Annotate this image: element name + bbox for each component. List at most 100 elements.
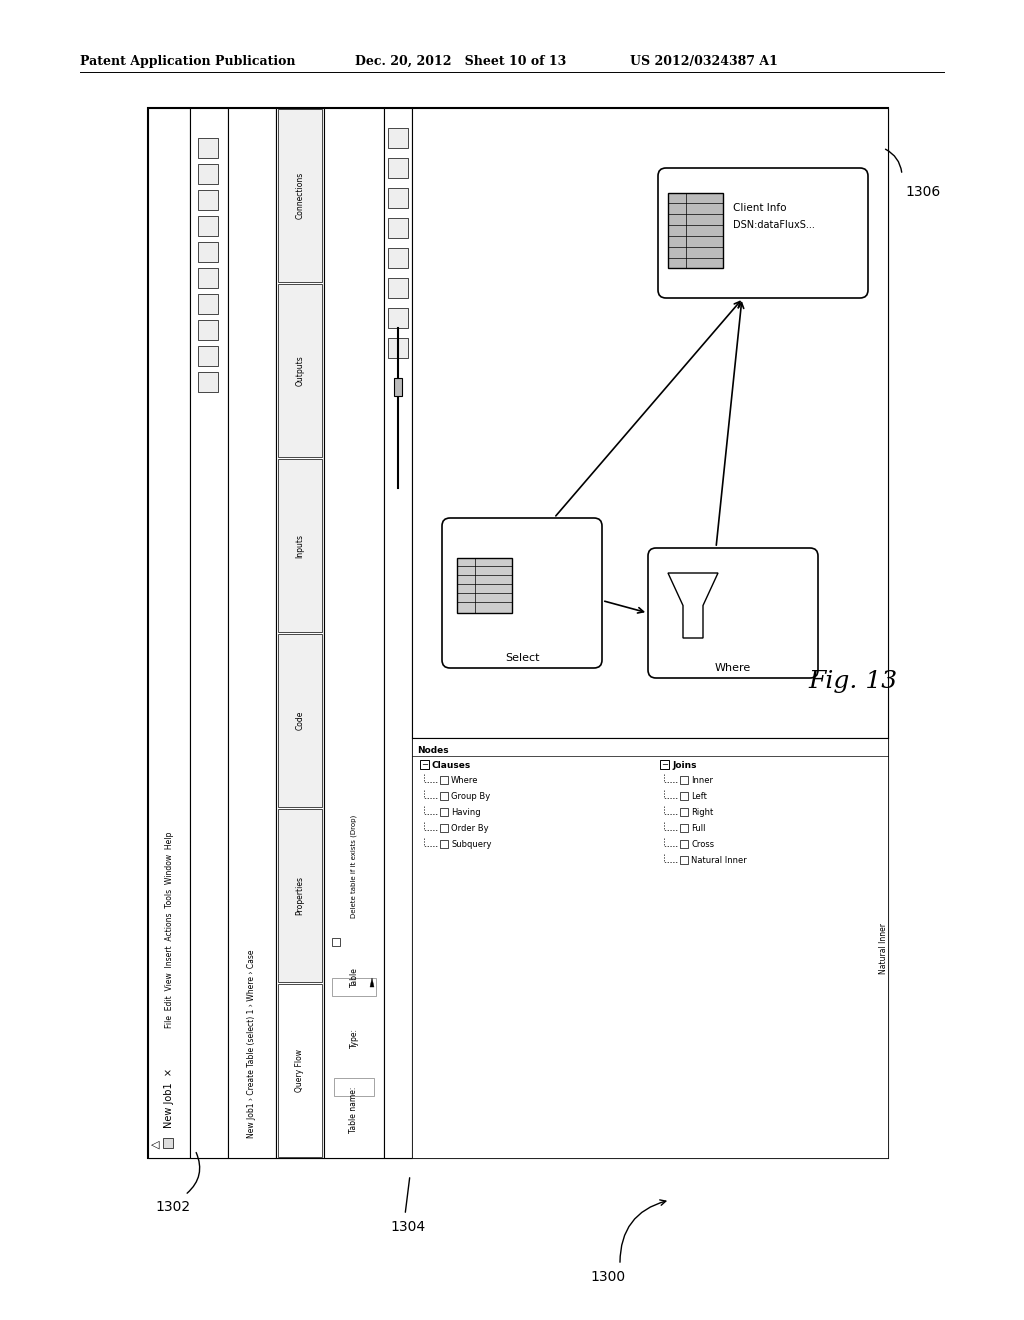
Text: Joins: Joins [672,762,696,770]
Bar [388,218,408,238]
Bar [668,193,723,268]
Bar [388,248,408,268]
Text: Clauses: Clauses [432,762,471,770]
Bar [440,840,449,847]
Text: ◁: ◁ [151,1140,160,1150]
Bar [332,939,340,946]
Text: Inputs: Inputs [296,533,304,557]
Bar [388,338,408,358]
Text: 1302: 1302 [155,1200,190,1214]
Bar [388,279,408,298]
Bar [334,1078,374,1096]
Bar [198,346,218,366]
Bar [198,319,218,341]
Text: Order By: Order By [451,824,488,833]
Text: Select: Select [505,653,540,663]
Text: Type:: Type: [349,1028,358,1048]
Bar [198,164,218,183]
Bar [680,824,688,832]
Text: Query Flow: Query Flow [296,1049,304,1092]
Text: Dec. 20, 2012   Sheet 10 of 13: Dec. 20, 2012 Sheet 10 of 13 [355,55,566,69]
Bar [332,978,376,997]
FancyBboxPatch shape [648,548,818,678]
Text: Right: Right [691,808,714,817]
Text: Inner: Inner [691,776,713,785]
Text: Having: Having [451,808,480,817]
Text: Connections: Connections [296,172,304,219]
Bar [198,294,218,314]
Bar [384,108,412,1158]
Bar [198,216,218,236]
Bar [324,108,384,1158]
FancyBboxPatch shape [442,517,602,668]
Text: Natural Inner: Natural Inner [691,855,746,865]
Text: −: − [662,760,668,770]
Text: File  Edit  View  Insert  Actions  Tools  Window  Help: File Edit View Insert Actions Tools Wind… [165,832,173,1028]
Bar [660,760,669,770]
Text: Natural Inner: Natural Inner [879,923,888,974]
Text: Where: Where [451,776,478,785]
Bar [198,139,218,158]
Bar [680,792,688,800]
Text: Table name:: Table name: [349,1086,358,1133]
Bar [457,558,512,612]
Bar [440,792,449,800]
Bar [680,840,688,847]
Bar [394,378,402,396]
Text: DSN:dataFluxS...: DSN:dataFluxS... [733,220,815,230]
Bar [278,459,322,632]
Text: Where: Where [715,663,752,673]
Text: New Job1 › Create Table (select) 1 › Where › Case: New Job1 › Create Table (select) 1 › Whe… [248,949,256,1138]
Bar [412,108,888,738]
Text: 1306: 1306 [905,185,940,199]
Bar [228,108,276,1158]
Text: Table: Table [349,968,358,987]
Bar [680,808,688,816]
Text: Patent Application Publication: Patent Application Publication [80,55,296,69]
Text: Full: Full [691,824,706,833]
Bar [440,808,449,816]
Bar [148,108,888,1158]
Bar [278,110,322,282]
Bar [278,809,322,982]
Text: Subquery: Subquery [451,840,492,849]
Bar [680,855,688,865]
Bar [388,158,408,178]
Bar [278,983,322,1158]
Bar [198,268,218,288]
Bar [148,108,190,1158]
Bar [388,308,408,327]
Text: Nodes: Nodes [417,746,449,755]
Text: Properties: Properties [296,876,304,915]
Text: Left: Left [691,792,707,801]
Text: Code: Code [296,710,304,730]
Bar [163,1138,173,1148]
Text: Client Info: Client Info [733,203,786,213]
Bar [278,284,322,457]
Text: Cross: Cross [691,840,714,849]
Bar [198,372,218,392]
Polygon shape [370,978,374,987]
FancyBboxPatch shape [658,168,868,298]
Text: Fig. 13: Fig. 13 [808,671,897,693]
Text: US 2012/0324387 A1: US 2012/0324387 A1 [630,55,778,69]
Text: New Job1  ×: New Job1 × [164,1068,174,1129]
Bar [420,760,429,770]
Text: Group By: Group By [451,792,490,801]
Bar [278,634,322,807]
Bar [190,108,228,1158]
Text: 1300: 1300 [590,1270,625,1284]
Bar [276,108,324,1158]
Bar [440,824,449,832]
Bar [440,776,449,784]
Bar [198,242,218,261]
Text: Outputs: Outputs [296,355,304,385]
Text: 1304: 1304 [390,1220,425,1234]
Bar [388,128,408,148]
Bar [680,776,688,784]
Bar [388,187,408,209]
Bar [198,190,218,210]
Bar [412,738,888,1158]
Text: −: − [421,760,428,770]
Text: Delete table if it exists (Drop): Delete table if it exists (Drop) [351,814,357,917]
